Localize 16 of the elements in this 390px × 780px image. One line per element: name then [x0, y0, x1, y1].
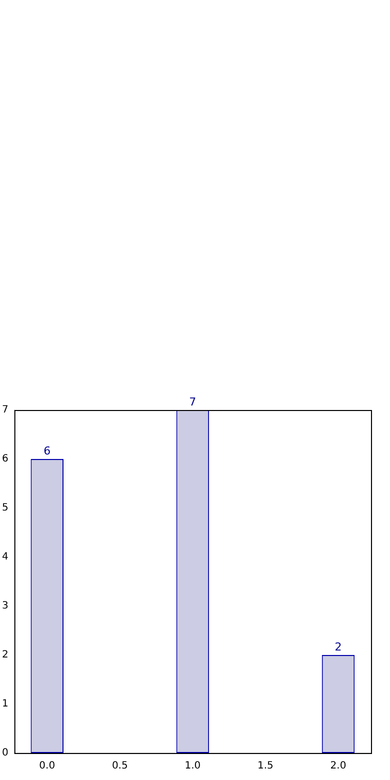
y-tick-label: 4 — [2, 552, 8, 563]
x-tick-label: 2.0 — [330, 760, 346, 772]
x-tick-label: 0.0 — [39, 760, 56, 772]
y-tick-label: 5 — [2, 502, 8, 514]
y-tick-label: 6 — [2, 454, 8, 465]
y-tick-label: 2 — [2, 650, 8, 661]
data-label: 6 — [44, 444, 51, 458]
y-tick-label: 0 — [2, 748, 8, 759]
y-tick-label: 1 — [2, 698, 8, 710]
y-tick-label: 7 — [2, 404, 8, 416]
x-tick-label: 1.5 — [258, 760, 274, 772]
data-label: 7 — [189, 395, 196, 408]
data-label: 2 — [334, 640, 342, 654]
x-tick-label: 1.0 — [184, 760, 201, 772]
y-tick-label: 3 — [2, 600, 8, 612]
x-tick-label: 0.5 — [112, 760, 128, 772]
